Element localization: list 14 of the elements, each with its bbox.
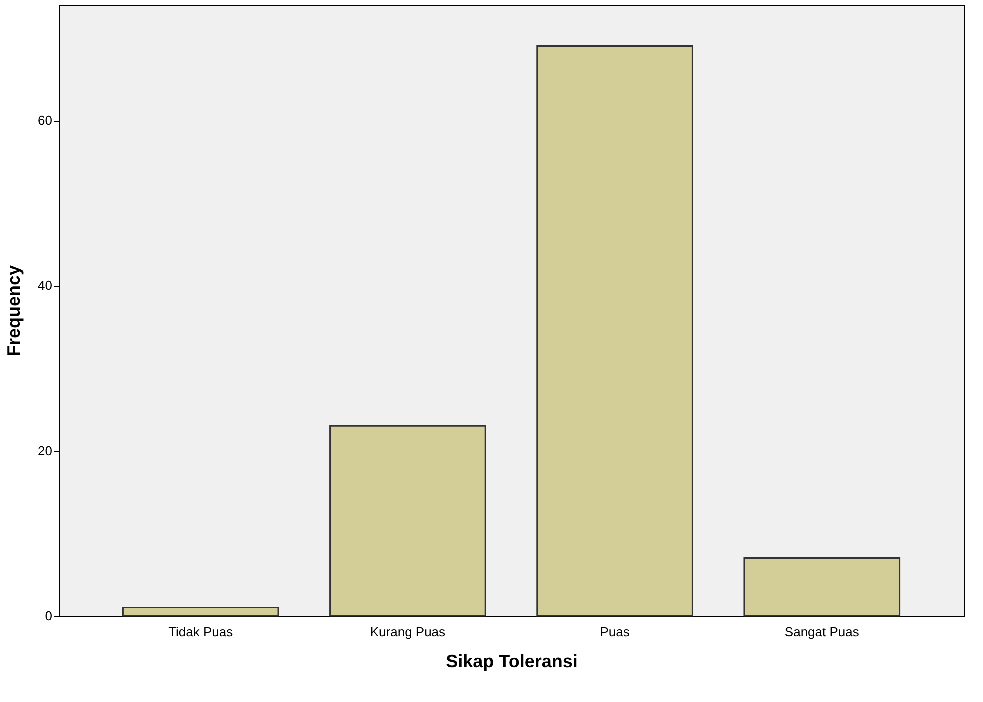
x-tick-label: Sangat Puas <box>784 624 860 640</box>
y-tick-label: 0 <box>45 608 52 624</box>
y-axis-title: Frequency <box>4 265 24 357</box>
y-tick-label: 20 <box>38 443 52 458</box>
x-axis-title: Sikap Toleransi <box>446 652 578 672</box>
bar <box>330 425 486 617</box>
bar <box>122 606 280 617</box>
x-tick-label: Kurang Puas <box>370 624 446 640</box>
x-tick-label: Tidak Puas <box>168 624 234 640</box>
bar <box>744 557 901 617</box>
bar <box>536 46 694 617</box>
y-tick-label: 40 <box>38 278 52 294</box>
y-tick-label: 60 <box>38 113 52 128</box>
x-tick-label: Puas <box>600 624 630 640</box>
